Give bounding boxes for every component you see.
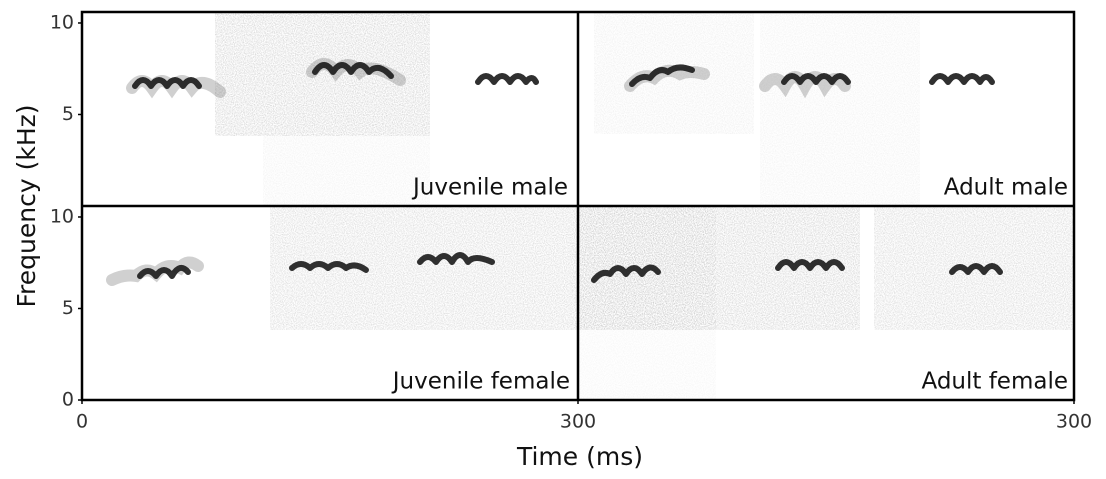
call bbox=[932, 76, 992, 82]
x-tick-label: 300 bbox=[1056, 411, 1092, 433]
y-tick-label: 10 bbox=[50, 205, 74, 227]
call bbox=[420, 255, 492, 262]
panel-label: Juvenile female bbox=[391, 369, 570, 395]
noise-patch bbox=[578, 330, 716, 400]
x-tick-label: 300 bbox=[560, 411, 596, 433]
call bbox=[478, 76, 536, 82]
x-axis-label: Time (ms) bbox=[516, 442, 643, 471]
figure: Frequency (kHz) Time (ms) 5 10 0 5 10 0 300 300… bbox=[0, 0, 1106, 479]
noise-patch bbox=[760, 12, 920, 206]
panel-label: Juvenile male bbox=[411, 175, 568, 201]
panel-label: Adult female bbox=[921, 369, 1068, 395]
y-axis-label: Frequency (kHz) bbox=[12, 104, 41, 307]
y-tick-label: 5 bbox=[62, 297, 74, 319]
noise-patch bbox=[270, 206, 578, 330]
panel-label: Adult male bbox=[944, 175, 1068, 201]
y-tick-label: 10 bbox=[50, 11, 74, 33]
y-tick-label: 0 bbox=[62, 389, 74, 411]
x-tick-label: 0 bbox=[76, 411, 88, 433]
y-tick-label: 5 bbox=[62, 103, 74, 125]
noise-patch bbox=[263, 136, 430, 206]
